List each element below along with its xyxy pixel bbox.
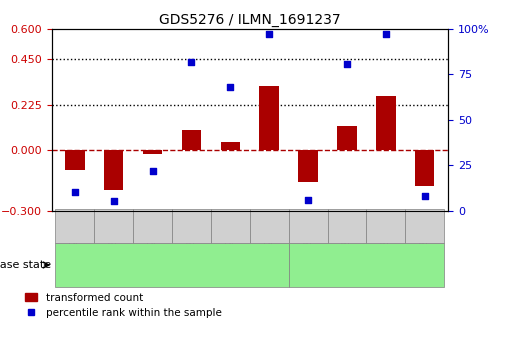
FancyBboxPatch shape [56,243,288,287]
Title: GDS5276 / ILMN_1691237: GDS5276 / ILMN_1691237 [159,13,340,26]
Point [148,168,157,174]
FancyBboxPatch shape [172,208,211,243]
Legend: transformed count, percentile rank within the sample: transformed count, percentile rank withi… [25,293,221,318]
FancyBboxPatch shape [288,208,328,243]
FancyBboxPatch shape [366,208,405,243]
Point [187,59,196,65]
Point [265,32,273,37]
FancyBboxPatch shape [405,208,444,243]
FancyBboxPatch shape [250,208,288,243]
FancyBboxPatch shape [133,208,172,243]
Point [304,197,312,203]
Bar [182,130,201,150]
Bar [260,86,279,150]
Point [343,61,351,66]
Point [110,199,118,204]
FancyBboxPatch shape [211,208,250,243]
Text: Myotonic dystrophy type 2: Myotonic dystrophy type 2 [98,260,246,270]
Bar [337,126,357,150]
FancyBboxPatch shape [288,243,444,287]
Bar [104,150,124,190]
Point [71,189,79,195]
FancyBboxPatch shape [56,208,94,243]
Point [421,193,429,199]
Bar [220,142,240,150]
Bar [415,150,435,186]
Text: disease state: disease state [0,260,52,270]
FancyBboxPatch shape [328,208,366,243]
Point [382,32,390,37]
FancyBboxPatch shape [94,208,133,243]
Point [226,84,234,90]
Bar [298,150,318,182]
Bar [143,150,162,154]
Bar [65,150,84,170]
Text: control: control [347,260,386,270]
Bar [376,95,396,150]
